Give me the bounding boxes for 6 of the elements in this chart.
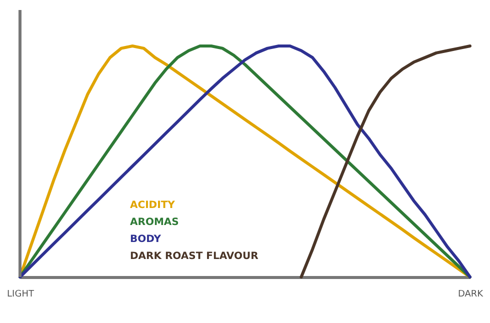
x-tick-label: DARK bbox=[458, 290, 484, 300]
text: BODY bbox=[130, 234, 162, 245]
text: DARK ROAST FLAVOUR bbox=[130, 251, 259, 262]
text: ACIDITY bbox=[130, 200, 176, 211]
x-tick-label: LIGHT bbox=[7, 290, 34, 300]
text: AROMAS bbox=[130, 217, 179, 228]
